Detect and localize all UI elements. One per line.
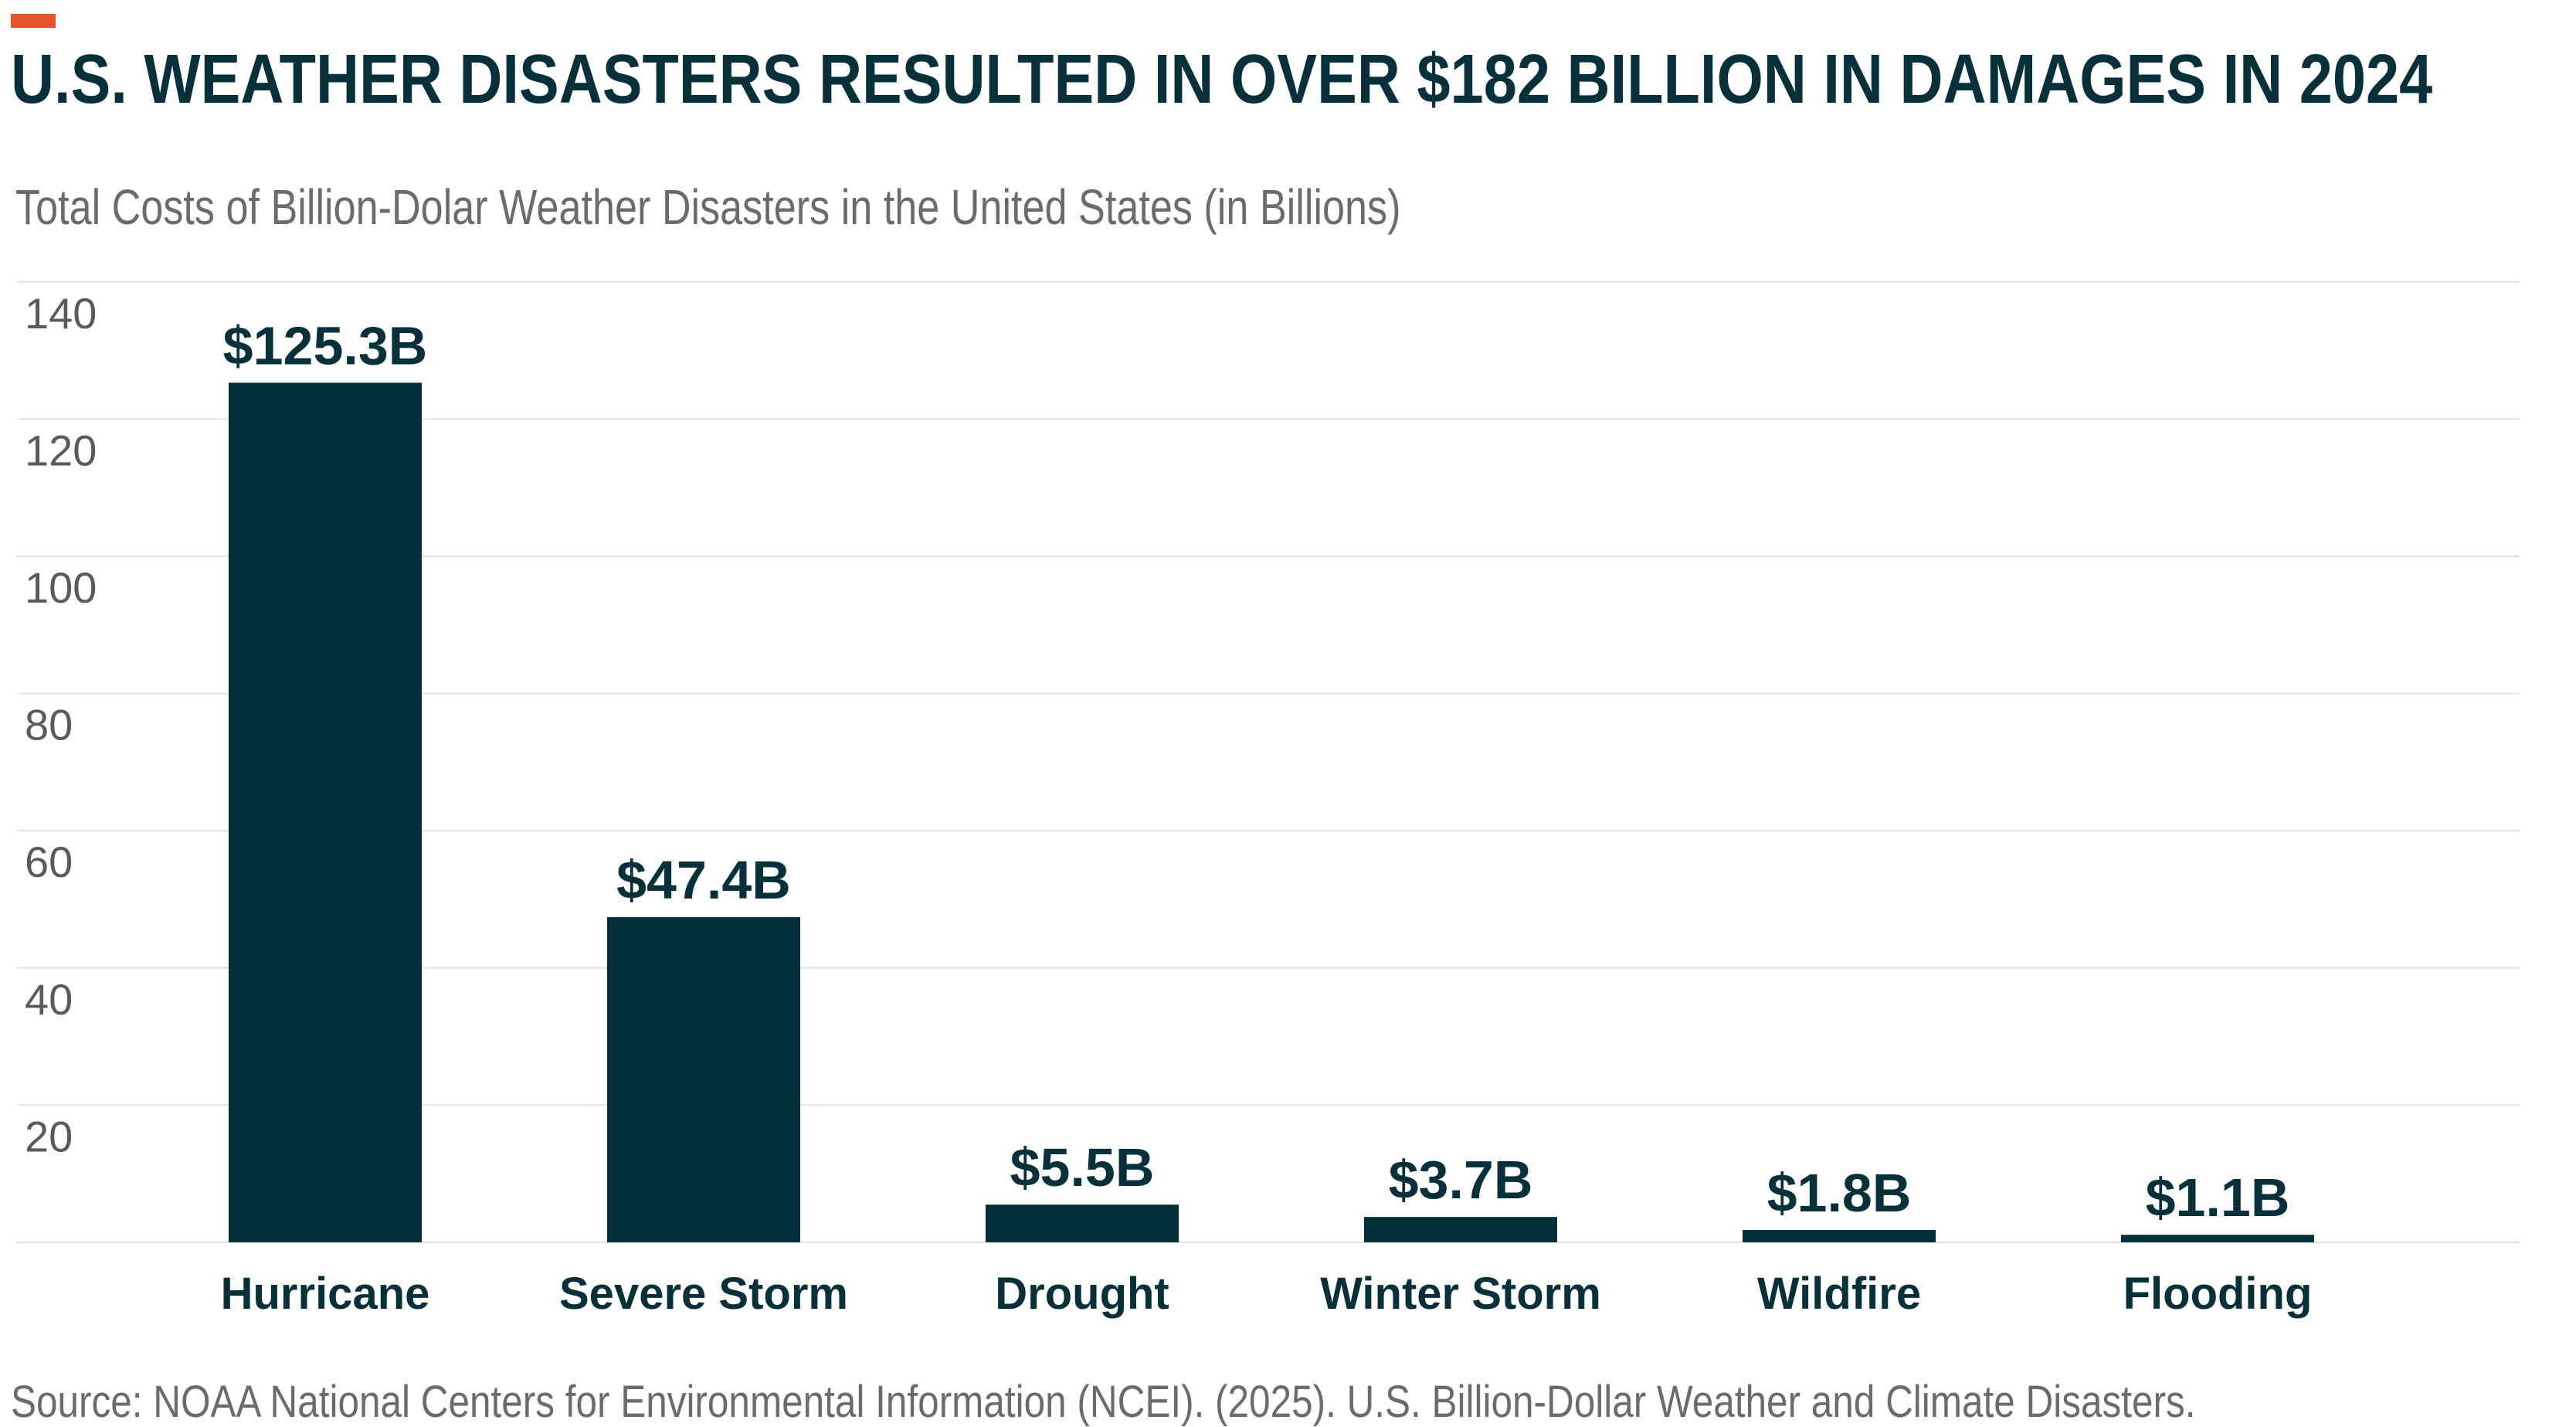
bar-drought xyxy=(986,1204,1179,1242)
page-title: U.S. WEATHER DISASTERS RESULTED IN OVER … xyxy=(11,41,2433,118)
y-tick-label: 60 xyxy=(25,838,73,886)
x-axis-categories: Hurricane Severe Storm Drought Winter Storm… xyxy=(221,1269,2313,1319)
y-tick-label: 20 xyxy=(25,1112,73,1160)
data-label: $5.5B xyxy=(1010,1137,1155,1198)
gridlines xyxy=(17,280,2520,1243)
bar-flooding xyxy=(2121,1235,2314,1242)
bar-winter-storm xyxy=(1364,1217,1557,1242)
data-label: $125.3B xyxy=(223,315,428,375)
y-tick-label: 140 xyxy=(25,289,97,338)
source-note: Source: NOAA National Centers for Enviro… xyxy=(11,1377,2196,1427)
bars xyxy=(229,382,2314,1243)
x-category-label: Hurricane xyxy=(221,1269,430,1319)
data-label: $1.8B xyxy=(1767,1163,1912,1223)
accent-bar xyxy=(11,14,56,28)
y-tick-label: 120 xyxy=(25,426,97,474)
y-tick-label: 100 xyxy=(25,563,97,612)
data-label: $1.1B xyxy=(2146,1167,2290,1228)
chart-subtitle: Total Costs of Billion-Dolar Weather Dis… xyxy=(15,179,1401,235)
data-labels: $125.3B $47.4B $5.5B $3.7B $1.8B $1.1B xyxy=(223,315,2290,1228)
y-tick-label: 80 xyxy=(25,701,73,749)
x-category-label: Severe Storm xyxy=(559,1269,848,1319)
y-axis-ticks: 20 40 60 80 100 120 140 xyxy=(25,289,97,1161)
y-tick-label: 40 xyxy=(25,975,73,1024)
bar-severe-storm xyxy=(607,917,800,1242)
bar-wildfire xyxy=(1743,1230,1936,1242)
bar-hurricane xyxy=(229,382,422,1243)
x-category-label: Drought xyxy=(995,1269,1169,1319)
data-label: $47.4B xyxy=(616,850,791,910)
x-category-label: Flooding xyxy=(2123,1269,2313,1319)
x-category-label: Winter Storm xyxy=(1320,1269,1601,1319)
data-label: $3.7B xyxy=(1389,1150,1533,1210)
x-category-label: Wildfire xyxy=(1757,1269,1921,1319)
